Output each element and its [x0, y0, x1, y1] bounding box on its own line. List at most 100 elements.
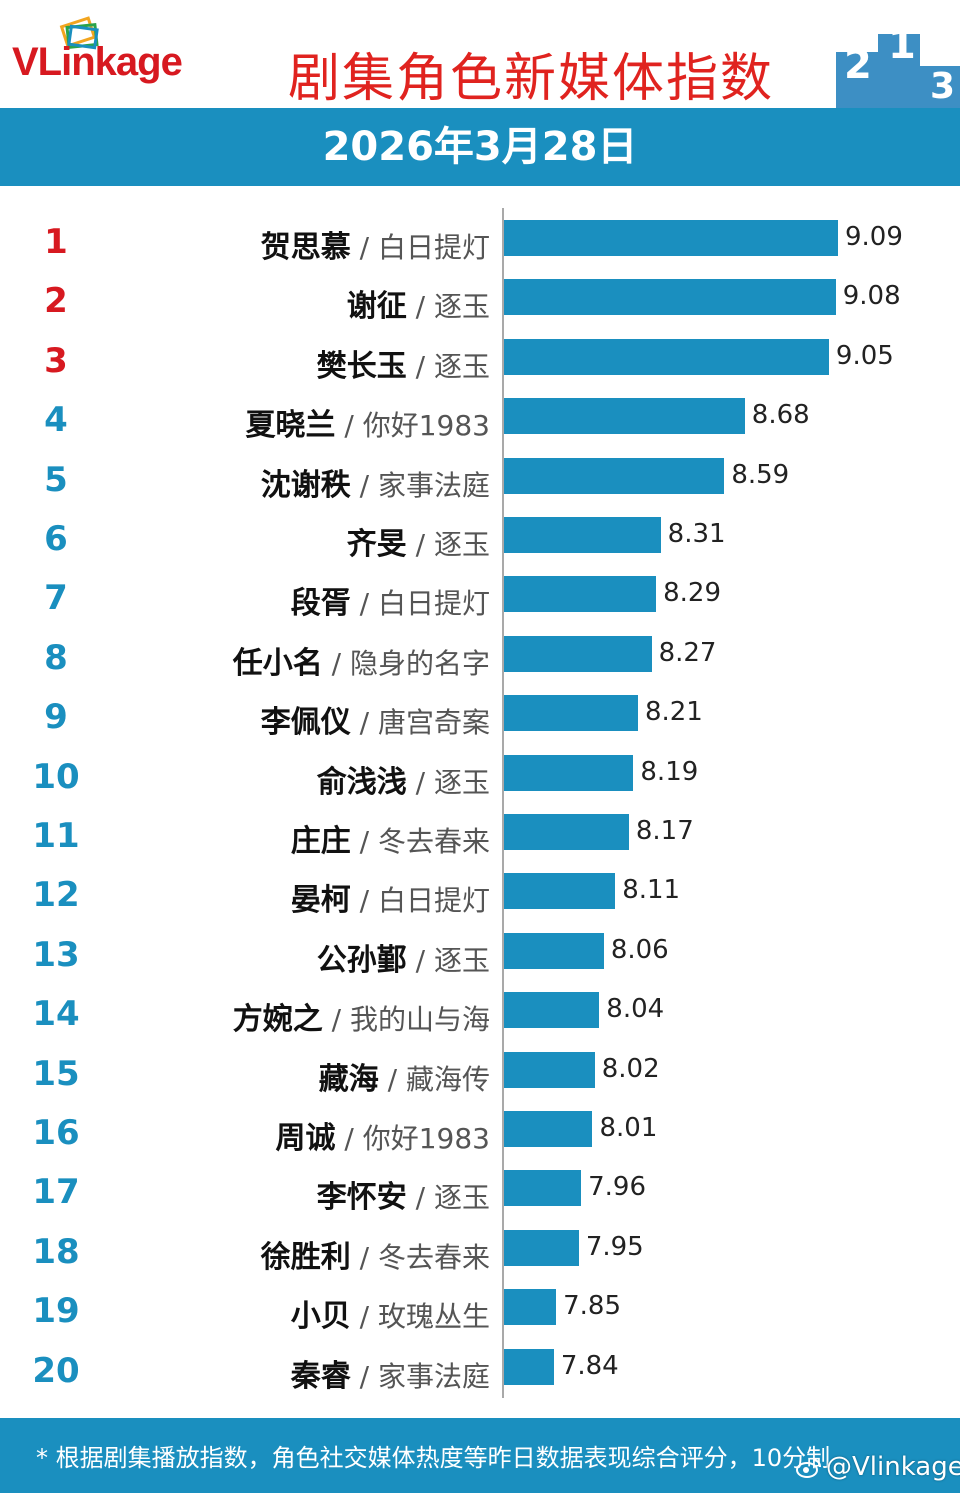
- rank-number: 16: [32, 1113, 80, 1153]
- rank-number: 2: [44, 281, 68, 322]
- podium-icon: 2 1 3: [836, 22, 960, 108]
- index-value: 9.09: [845, 222, 903, 252]
- rank-number: 10: [32, 756, 80, 797]
- index-value: 8.27: [658, 637, 717, 668]
- character-name: 庄庄: [290, 824, 351, 859]
- index-bar: [504, 695, 638, 732]
- index-value: 7.96: [588, 1172, 646, 1203]
- drama-title: / 逐玉: [406, 943, 490, 977]
- chart-row: 17 李怀安 / 逐玉 7.96: [0, 1162, 960, 1218]
- index-bar: [504, 517, 661, 553]
- index-bar: [504, 992, 600, 1029]
- weibo-icon: [796, 1458, 821, 1478]
- drama-title: / 你好1983: [335, 1122, 490, 1155]
- drama-title: / 你好1983: [335, 409, 490, 443]
- index-bar: [504, 398, 745, 435]
- chart-row: 4 夏晓兰 / 你好1983 8.68: [0, 390, 960, 446]
- index-bar: [504, 1229, 579, 1266]
- podium-number-3: 3: [930, 66, 955, 107]
- character-name: 俞浅浅: [316, 764, 407, 800]
- entry-label: 李佩仪 / 唐宫奇案: [261, 697, 490, 741]
- index-bar: [504, 576, 657, 613]
- vlinkage-logo: VLinkage: [12, 40, 183, 84]
- page-title: 剧集角色新媒体指数: [288, 49, 775, 109]
- index-bar: [504, 754, 634, 791]
- footnote: * 根据剧集播放指数，角色社交媒体热度等昨日数据表现综合评分，10分制: [36, 1444, 831, 1472]
- drama-title: / 逐玉: [406, 1181, 490, 1215]
- weibo-watermark: @Vlinkage: [796, 1452, 960, 1482]
- character-name: 徐胜利: [260, 1239, 351, 1275]
- character-name: 方婉之: [232, 1002, 323, 1038]
- character-name: 齐旻: [346, 527, 407, 562]
- entry-label: 周诚 / 你好1983: [276, 1113, 491, 1157]
- podium-number-2: 2: [844, 42, 872, 88]
- index-value: 8.31: [667, 519, 726, 549]
- chart-row: 7 段胥 / 白日提灯 8.29: [0, 568, 960, 624]
- index-value: 7.84: [560, 1350, 619, 1381]
- date-banner: 2026年3月28日: [0, 108, 960, 186]
- character-name: 任小名: [232, 645, 323, 681]
- logo-cards-icon: [59, 16, 99, 50]
- rank-number: 14: [32, 994, 80, 1035]
- rank-number: 12: [32, 875, 80, 916]
- character-name: 小贝: [290, 1299, 351, 1335]
- index-value: 9.05: [835, 340, 894, 371]
- chart-row: 6 齐旻 / 逐玉 8.31: [0, 509, 960, 565]
- index-value: 8.04: [606, 994, 665, 1025]
- rank-number: 4: [44, 400, 68, 441]
- drama-title: / 逐玉: [406, 349, 490, 383]
- drama-title: / 家事法庭: [350, 468, 490, 502]
- chart-row: 8 任小名 / 隐身的名字 8.27: [0, 628, 960, 684]
- entry-label: 晏柯 / 白日提灯: [291, 875, 490, 919]
- entry-label: 夏晓兰 / 你好1983: [246, 400, 491, 444]
- index-value: 8.11: [622, 875, 681, 906]
- rank-number: 11: [32, 816, 80, 856]
- index-bar: [504, 1170, 582, 1207]
- entry-label: 谢征 / 逐玉: [347, 281, 490, 325]
- rank-number: 17: [32, 1172, 80, 1213]
- character-name: 谢征: [346, 289, 407, 325]
- index-bar: [504, 814, 629, 850]
- chart-axis: [502, 208, 504, 1398]
- character-name: 夏晓兰: [245, 408, 336, 444]
- chart-row: 20 秦睿 / 家事法庭 7.84: [0, 1341, 960, 1397]
- character-name: 李佩仪: [260, 705, 351, 741]
- entry-label: 李怀安 / 逐玉: [317, 1172, 490, 1216]
- watermark-text: @Vlinkage: [826, 1452, 960, 1482]
- index-value: 8.19: [640, 756, 699, 787]
- index-bar: [504, 1289, 557, 1326]
- chart-row: 5 沈谢秩 / 家事法庭 8.59: [0, 450, 960, 506]
- entry-label: 贺思慕 / 白日提灯: [261, 222, 490, 266]
- index-value: 9.08: [842, 281, 901, 312]
- chart-row: 16 周诚 / 你好1983 8.01: [0, 1103, 960, 1159]
- entry-label: 方婉之 / 我的山与海: [233, 994, 490, 1038]
- drama-title: / 玫瑰丛生: [350, 1300, 490, 1334]
- index-bar: [504, 932, 604, 969]
- rank-number: 6: [44, 519, 68, 559]
- character-name: 樊长玉: [316, 348, 407, 384]
- drama-title: / 我的山与海: [322, 1003, 490, 1037]
- index-bar: [504, 1348, 554, 1385]
- rank-number: 15: [32, 1053, 80, 1094]
- index-bar: [504, 1051, 595, 1088]
- index-value: 8.06: [610, 934, 669, 965]
- entry-label: 沈谢秩 / 家事法庭: [261, 460, 490, 504]
- index-bar: [504, 873, 616, 910]
- chart-row: 11 庄庄 / 冬去春来 8.17: [0, 806, 960, 862]
- entry-label: 徐胜利 / 冬去春来: [261, 1232, 490, 1276]
- drama-title: / 逐玉: [406, 290, 490, 324]
- index-value: 8.02: [601, 1053, 660, 1084]
- entry-label: 俞浅浅 / 逐玉: [317, 757, 490, 801]
- drama-title: / 白日提灯: [350, 231, 490, 264]
- index-value: 7.85: [563, 1291, 621, 1322]
- rank-number: 13: [32, 934, 80, 975]
- drama-title: / 家事法庭: [350, 1359, 490, 1393]
- chart-row: 10 俞浅浅 / 逐玉 8.19: [0, 747, 960, 803]
- header: VLinkage 剧集角色新媒体指数 2 1 3: [0, 0, 960, 109]
- index-value: 8.68: [751, 400, 810, 431]
- drama-title: / 逐玉: [406, 765, 490, 799]
- rank-number: 5: [44, 459, 68, 500]
- entry-label: 齐旻 / 逐玉: [347, 519, 490, 563]
- drama-title: / 冬去春来: [350, 825, 490, 858]
- rank-number: 9: [44, 697, 68, 738]
